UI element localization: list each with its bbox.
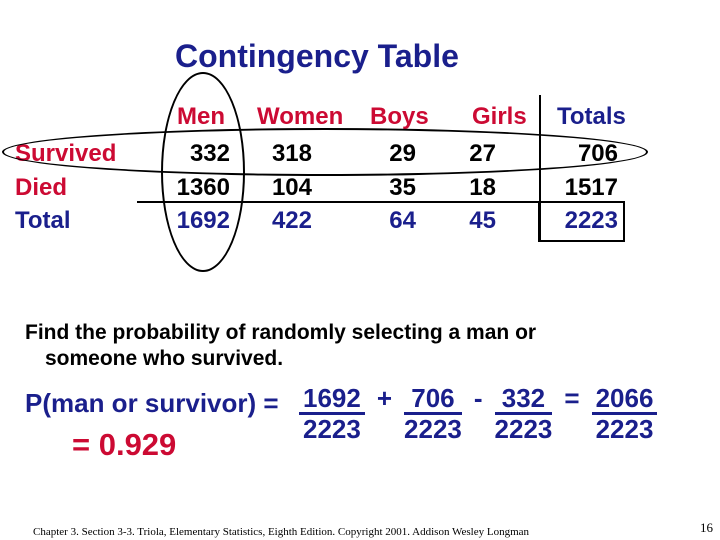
table-cell-died-total: 1517 bbox=[564, 174, 618, 201]
table-cell-total-boys: 64 bbox=[389, 207, 416, 234]
fraction-numerator: 2066 bbox=[591, 385, 658, 415]
fraction-survived-total: 706 2223 bbox=[404, 385, 462, 442]
survived-row-ellipse bbox=[2, 128, 648, 176]
fraction-men-survived: 332 2223 bbox=[494, 385, 553, 444]
fraction-numerator: 706 bbox=[404, 385, 462, 415]
slide-page-number: 16 bbox=[700, 520, 713, 535]
question-line-2: someone who survived. bbox=[45, 347, 284, 370]
table-cell-died-boys: 35 bbox=[389, 174, 416, 201]
question-text: Find the probability of randomly selecti… bbox=[25, 320, 536, 372]
fraction-denominator: 2223 bbox=[303, 414, 361, 444]
table-cell-died-women: 104 bbox=[271, 174, 312, 201]
table-cell-grand-total: 2223 bbox=[564, 207, 618, 234]
fraction-numerator: 1692 bbox=[299, 385, 365, 415]
formula-lhs: P(man or survivor) = bbox=[25, 388, 279, 418]
slide-footer-citation: Chapter 3. Section 3-3. Triola, Elementa… bbox=[33, 526, 530, 538]
fraction-result: 2066 2223 bbox=[591, 385, 658, 444]
question-line-1: Find the probability of randomly selecti… bbox=[25, 321, 537, 344]
row-label-died: Died bbox=[15, 174, 68, 201]
fraction-numerator: 332 bbox=[494, 385, 553, 415]
equals-operator: = bbox=[564, 383, 580, 413]
grand-total-box bbox=[538, 201, 625, 242]
minus-operator: - bbox=[473, 383, 483, 413]
table-cell-total-women: 422 bbox=[271, 207, 312, 234]
formula-fractions: 1692 2223 + 706 2223 - 332 2223 = 2066 2… bbox=[299, 383, 658, 444]
probability-result: = 0.929 bbox=[72, 427, 177, 462]
col-header-girls: Girls bbox=[472, 103, 527, 130]
fraction-denominator: 2223 bbox=[404, 414, 462, 444]
col-header-women: Women bbox=[257, 103, 344, 130]
col-header-boys: Boys bbox=[370, 103, 429, 130]
col-header-totals: Totals bbox=[557, 103, 626, 130]
total-row-rule-line bbox=[137, 201, 538, 203]
row-label-total: Total bbox=[15, 207, 71, 234]
fraction-denominator: 2223 bbox=[494, 414, 553, 444]
plus-operator: + bbox=[376, 383, 393, 413]
page-title: Contingency Table bbox=[175, 38, 459, 74]
fraction-men-total: 1692 2223 bbox=[299, 385, 365, 442]
fraction-denominator: 2223 bbox=[595, 414, 654, 444]
table-cell-total-girls: 45 bbox=[469, 207, 496, 234]
table-cell-died-girls: 18 bbox=[469, 174, 496, 201]
